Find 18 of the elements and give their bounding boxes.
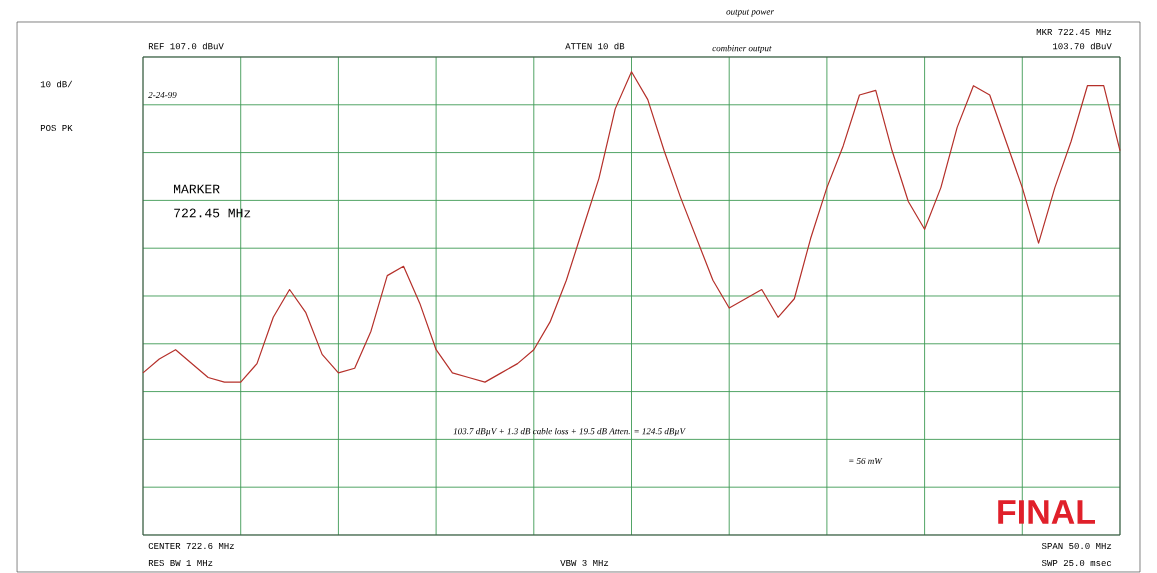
text: MKR 722.45 MHz bbox=[1036, 28, 1112, 36]
annotation: 103.7 dBµV + 1.3 dB cable loss + 19.5 dB Atten. = 124.5 dBµV bbox=[453, 427, 686, 437]
annotation: 2-24-99 bbox=[148, 91, 177, 99]
text: SWP 25.0 msec bbox=[1041, 559, 1112, 567]
chart-title: output power bbox=[726, 9, 774, 17]
text: POS PK bbox=[40, 124, 73, 132]
text: CENTER 722.6 MHz bbox=[148, 542, 234, 550]
text: RES BW 1 MHz bbox=[148, 559, 213, 567]
text: REF 107.0 dBuV bbox=[148, 42, 224, 50]
text: SPAN 50.0 MHz bbox=[1041, 542, 1112, 550]
annotation: = 56 mW bbox=[849, 457, 883, 465]
text: combiner output bbox=[712, 44, 772, 54]
text: ATTEN 10 dB bbox=[565, 42, 625, 50]
text: 103.70 dBuV bbox=[1053, 42, 1112, 50]
annotation: MARKER bbox=[174, 184, 220, 194]
text: 10 dB/ bbox=[40, 80, 73, 88]
annotation: 722.45 MHz bbox=[174, 208, 251, 218]
text: VBW 3 MHz bbox=[560, 559, 609, 567]
